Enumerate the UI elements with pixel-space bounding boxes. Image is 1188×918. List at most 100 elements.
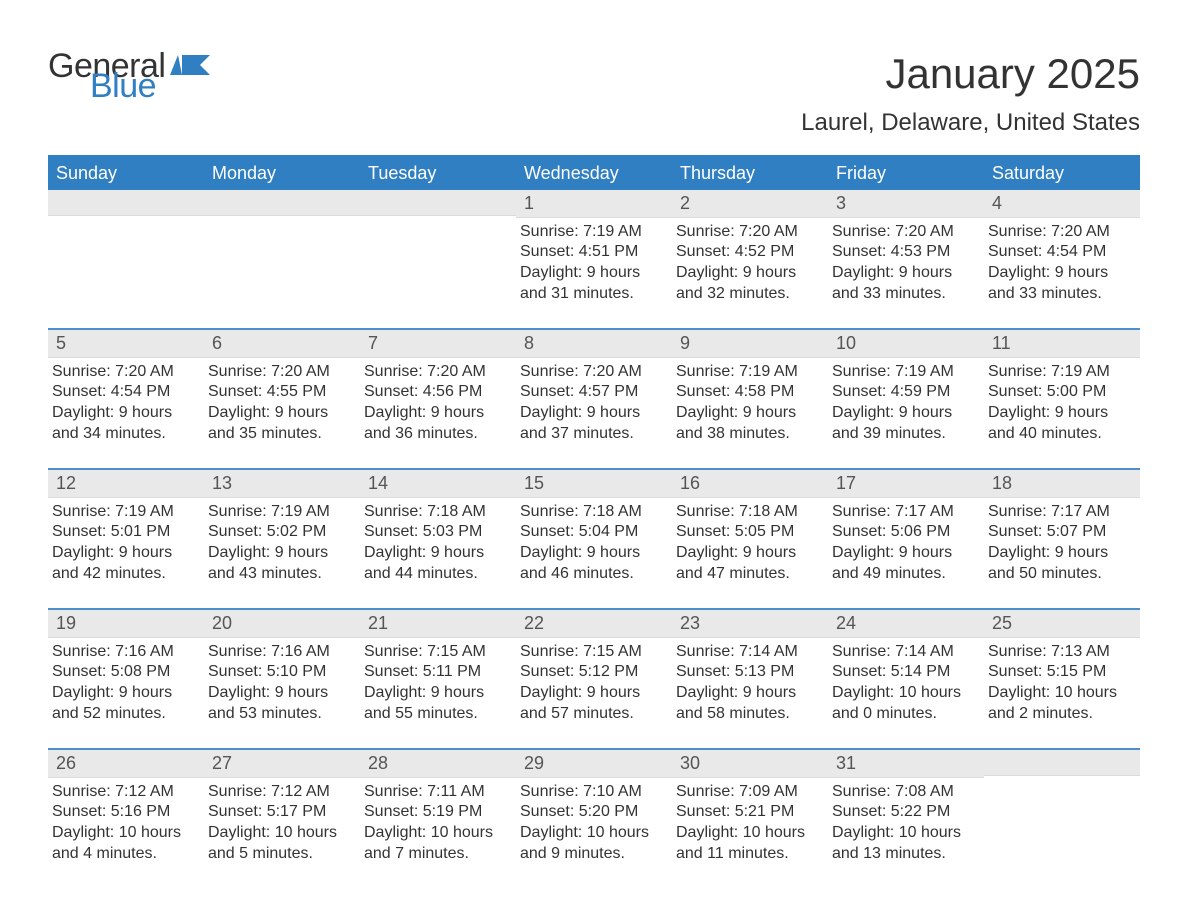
day-details: Sunrise: 7:19 AMSunset: 4:51 PMDaylight:… (516, 218, 672, 305)
calendar-cell: 20Sunrise: 7:16 AMSunset: 5:10 PMDayligh… (204, 610, 360, 738)
detail-line: Sunrise: 7:17 AM (832, 502, 978, 523)
calendar-cell: 21Sunrise: 7:15 AMSunset: 5:11 PMDayligh… (360, 610, 516, 738)
detail-line: Sunrise: 7:19 AM (676, 362, 822, 383)
calendar-cell: 29Sunrise: 7:10 AMSunset: 5:20 PMDayligh… (516, 750, 672, 878)
calendar-cell (48, 190, 204, 318)
detail-line: Sunset: 4:58 PM (676, 382, 822, 403)
day-details: Sunrise: 7:20 AMSunset: 4:53 PMDaylight:… (828, 218, 984, 305)
day-details: Sunrise: 7:19 AMSunset: 5:02 PMDaylight:… (204, 498, 360, 585)
day-number: 14 (360, 470, 516, 498)
detail-line: Sunrise: 7:20 AM (52, 362, 198, 383)
detail-line: Sunrise: 7:19 AM (520, 222, 666, 243)
calendar-cell: 18Sunrise: 7:17 AMSunset: 5:07 PMDayligh… (984, 470, 1140, 598)
detail-line: Sunset: 5:22 PM (832, 802, 978, 823)
detail-line: Daylight: 9 hours (52, 683, 198, 704)
detail-line: and 5 minutes. (208, 844, 354, 865)
day-number: 19 (48, 610, 204, 638)
calendar-cell: 24Sunrise: 7:14 AMSunset: 5:14 PMDayligh… (828, 610, 984, 738)
calendar-cell: 14Sunrise: 7:18 AMSunset: 5:03 PMDayligh… (360, 470, 516, 598)
detail-line: Sunrise: 7:20 AM (364, 362, 510, 383)
day-details: Sunrise: 7:20 AMSunset: 4:55 PMDaylight:… (204, 358, 360, 445)
detail-line: Daylight: 9 hours (52, 403, 198, 424)
detail-line: and 57 minutes. (520, 704, 666, 725)
detail-line: Sunrise: 7:18 AM (364, 502, 510, 523)
detail-line: Sunrise: 7:20 AM (832, 222, 978, 243)
dayhead-tuesday: Tuesday (360, 157, 516, 190)
dayhead-thursday: Thursday (672, 157, 828, 190)
detail-line: Sunset: 4:56 PM (364, 382, 510, 403)
day-number (360, 190, 516, 216)
detail-line: and 37 minutes. (520, 424, 666, 445)
detail-line: and 53 minutes. (208, 704, 354, 725)
detail-line: Sunset: 4:57 PM (520, 382, 666, 403)
detail-line: Sunrise: 7:19 AM (208, 502, 354, 523)
detail-line: and 31 minutes. (520, 284, 666, 305)
detail-line: Daylight: 10 hours (832, 823, 978, 844)
detail-line: and 47 minutes. (676, 564, 822, 585)
detail-line: Sunset: 5:13 PM (676, 662, 822, 683)
detail-line: and 9 minutes. (520, 844, 666, 865)
detail-line: Sunrise: 7:16 AM (52, 642, 198, 663)
detail-line: Daylight: 9 hours (520, 683, 666, 704)
detail-line: Sunset: 4:59 PM (832, 382, 978, 403)
day-details: Sunrise: 7:20 AMSunset: 4:56 PMDaylight:… (360, 358, 516, 445)
day-details: Sunrise: 7:16 AMSunset: 5:10 PMDaylight:… (204, 638, 360, 725)
dayhead-friday: Friday (828, 157, 984, 190)
dayhead-monday: Monday (204, 157, 360, 190)
calendar-cell: 5Sunrise: 7:20 AMSunset: 4:54 PMDaylight… (48, 330, 204, 458)
calendar-cell: 15Sunrise: 7:18 AMSunset: 5:04 PMDayligh… (516, 470, 672, 598)
day-number: 20 (204, 610, 360, 638)
day-number: 3 (828, 190, 984, 218)
detail-line: Daylight: 9 hours (208, 683, 354, 704)
day-details: Sunrise: 7:12 AMSunset: 5:17 PMDaylight:… (204, 778, 360, 865)
day-details: Sunrise: 7:19 AMSunset: 4:59 PMDaylight:… (828, 358, 984, 445)
calendar-cell: 6Sunrise: 7:20 AMSunset: 4:55 PMDaylight… (204, 330, 360, 458)
day-details: Sunrise: 7:15 AMSunset: 5:11 PMDaylight:… (360, 638, 516, 725)
flag-icon (170, 53, 210, 80)
detail-line: Sunrise: 7:20 AM (988, 222, 1134, 243)
detail-line: Sunrise: 7:14 AM (676, 642, 822, 663)
detail-line: Daylight: 9 hours (208, 543, 354, 564)
calendar-week: 1Sunrise: 7:19 AMSunset: 4:51 PMDaylight… (48, 190, 1140, 318)
calendar-cell: 23Sunrise: 7:14 AMSunset: 5:13 PMDayligh… (672, 610, 828, 738)
detail-line: Daylight: 9 hours (676, 263, 822, 284)
calendar: Sunday Monday Tuesday Wednesday Thursday… (48, 155, 1140, 878)
detail-line: Sunrise: 7:11 AM (364, 782, 510, 803)
detail-line: Sunrise: 7:10 AM (520, 782, 666, 803)
detail-line: Sunset: 5:01 PM (52, 522, 198, 543)
calendar-cell: 25Sunrise: 7:13 AMSunset: 5:15 PMDayligh… (984, 610, 1140, 738)
page-title: January 2025 (885, 50, 1140, 98)
location-subtitle: Laurel, Delaware, United States (48, 109, 1140, 137)
detail-line: Sunrise: 7:15 AM (364, 642, 510, 663)
detail-line: Sunset: 5:10 PM (208, 662, 354, 683)
detail-line: Sunset: 5:05 PM (676, 522, 822, 543)
detail-line: Daylight: 9 hours (832, 543, 978, 564)
day-details: Sunrise: 7:12 AMSunset: 5:16 PMDaylight:… (48, 778, 204, 865)
detail-line: Sunrise: 7:12 AM (52, 782, 198, 803)
detail-line: and 40 minutes. (988, 424, 1134, 445)
detail-line: Sunset: 4:52 PM (676, 242, 822, 263)
calendar-cell: 8Sunrise: 7:20 AMSunset: 4:57 PMDaylight… (516, 330, 672, 458)
calendar-cell: 22Sunrise: 7:15 AMSunset: 5:12 PMDayligh… (516, 610, 672, 738)
detail-line: Sunset: 4:54 PM (988, 242, 1134, 263)
detail-line: Daylight: 9 hours (364, 403, 510, 424)
logo-text: General Blue (48, 50, 210, 103)
detail-line: Sunset: 5:07 PM (988, 522, 1134, 543)
detail-line: Daylight: 9 hours (520, 263, 666, 284)
calendar-cell: 17Sunrise: 7:17 AMSunset: 5:06 PMDayligh… (828, 470, 984, 598)
day-number: 29 (516, 750, 672, 778)
day-details: Sunrise: 7:18 AMSunset: 5:05 PMDaylight:… (672, 498, 828, 585)
day-details: Sunrise: 7:18 AMSunset: 5:03 PMDaylight:… (360, 498, 516, 585)
day-number: 15 (516, 470, 672, 498)
day-details: Sunrise: 7:13 AMSunset: 5:15 PMDaylight:… (984, 638, 1140, 725)
calendar-week: 12Sunrise: 7:19 AMSunset: 5:01 PMDayligh… (48, 468, 1140, 598)
detail-line: Daylight: 9 hours (832, 263, 978, 284)
calendar-cell: 2Sunrise: 7:20 AMSunset: 4:52 PMDaylight… (672, 190, 828, 318)
day-number: 2 (672, 190, 828, 218)
day-details: Sunrise: 7:20 AMSunset: 4:54 PMDaylight:… (48, 358, 204, 445)
detail-line: Sunset: 5:14 PM (832, 662, 978, 683)
day-number: 30 (672, 750, 828, 778)
detail-line: and 11 minutes. (676, 844, 822, 865)
detail-line: and 52 minutes. (52, 704, 198, 725)
detail-line: and 46 minutes. (520, 564, 666, 585)
